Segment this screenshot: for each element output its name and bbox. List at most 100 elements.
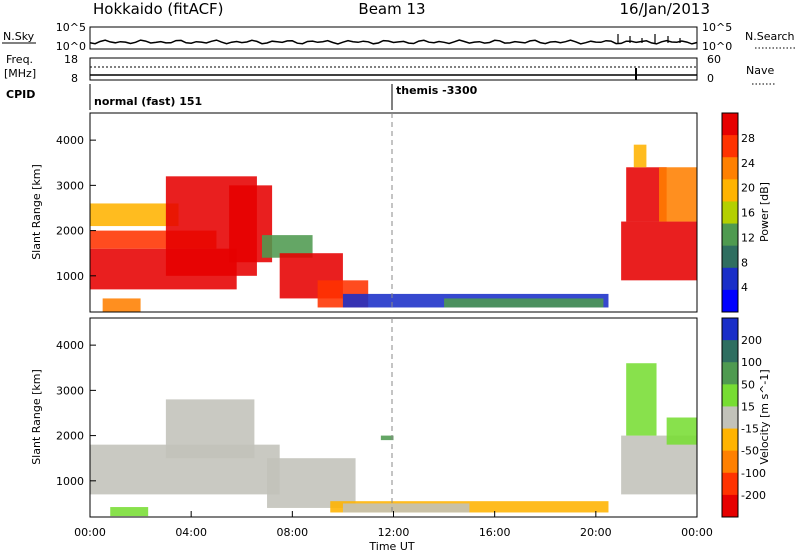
power-colorbar-swatch-2 <box>722 157 738 180</box>
velocity-region-2 <box>267 458 356 508</box>
power-yticks: 1000 2000 3000 4000 <box>56 134 96 283</box>
time-tick-label-3: 12:00 <box>378 526 410 539</box>
power-colorbar-swatch-7 <box>722 267 738 291</box>
velocity-colorbar-swatch-8 <box>722 494 738 518</box>
nsearch-tick-bottom: 10^0 <box>702 40 732 53</box>
time-tick-label-6: 00:00 <box>681 526 713 539</box>
nsky-tick-bottom: 10^0 <box>56 40 86 53</box>
power-colorbar-tick-6: 4 <box>741 281 748 294</box>
velocity-colorbar-tick-7: -200 <box>741 489 766 502</box>
nsky-trace <box>89 34 698 45</box>
velocity-colorbar-swatch-4 <box>722 406 738 430</box>
velocity-colorbar-tick-6: -100 <box>741 467 766 480</box>
time-axis-label: Time UT <box>368 540 414 553</box>
velocity-ylabel: Slant Range [km] <box>30 369 43 465</box>
velocity-panel: 1000 2000 3000 4000 Slant Range [km] <box>30 317 698 518</box>
nave-tick-top: 60 <box>707 53 721 66</box>
power-colorbar-tick-4: 12 <box>741 231 755 244</box>
nave-label: Nave <box>746 64 774 77</box>
velocity-colorbar-tick-0: 200 <box>741 334 762 347</box>
velocity-region-1 <box>165 399 255 459</box>
time-tick-label-4: 16:00 <box>479 526 511 539</box>
velocity-colorbar-tick-4: -15 <box>741 423 759 436</box>
nsky-panel <box>89 26 698 50</box>
velocity-yticks: 1000 2000 3000 4000 <box>56 339 96 488</box>
station-title: Hokkaido (fitACF) <box>93 0 224 18</box>
power-colorbar-frame <box>721 112 739 313</box>
power-colorbar-swatch-4 <box>722 201 738 225</box>
power-colorbar-tick-2: 20 <box>741 182 755 195</box>
velocity-colorbar-tick-1: 100 <box>741 356 762 369</box>
power-colorbar-swatch-3 <box>722 179 738 202</box>
power-colorbar-swatch-0 <box>722 113 738 136</box>
power-ylabel: Slant Range [km] <box>30 164 43 260</box>
power-colorbar-tick-0: 28 <box>741 132 755 145</box>
freq-unit: [MHz] <box>4 67 36 80</box>
time-axis: 00:00 04:00 08:00 12:00 16:00 20:00 00:00 <box>74 511 713 539</box>
power-ytick-label-3: 4000 <box>56 134 84 147</box>
velocity-ytick-label-0: 1000 <box>56 475 84 488</box>
velocity-colorbar-tick-2: 50 <box>741 378 755 391</box>
cpid-segment-2: themis -3300 <box>396 84 478 97</box>
power-frame <box>89 112 698 313</box>
power-region-5 <box>261 235 313 258</box>
time-tick-label-0: 00:00 <box>74 526 106 539</box>
velocity-colorbar-swatch-0 <box>722 318 738 341</box>
velocity-region-4 <box>342 503 470 513</box>
power-colorbar-swatch-6 <box>722 245 738 269</box>
velocity-region-7 <box>621 435 697 495</box>
power-region-11 <box>621 221 697 281</box>
time-tick-label-1: 04:00 <box>175 526 207 539</box>
power-colorbar: 28 24 20 16 12 8 4 <box>721 112 755 313</box>
power-ytick-label-0: 1000 <box>56 270 84 283</box>
velocity-ytick-label-3: 4000 <box>56 339 84 352</box>
power-colorbar-label: Power [dB] <box>758 182 771 242</box>
nsky-label: N.Sky <box>3 30 35 43</box>
time-tick-label-2: 08:00 <box>276 526 308 539</box>
power-region-10 <box>102 298 141 312</box>
power-colorbar-swatch-8 <box>722 289 738 313</box>
power-region-2 <box>90 203 179 227</box>
velocity-colorbar-swatch-6 <box>722 450 738 474</box>
velocity-colorbar-swatch-1 <box>722 340 738 363</box>
cpid-label: CPID <box>6 88 35 101</box>
velocity-colorbar-swatch-2 <box>722 362 738 385</box>
velocity-colorbar-label: Velocity [m s^-1] <box>758 369 771 464</box>
nsky-tick-top: 10^5 <box>56 21 86 34</box>
freq-tick-bottom: 8 <box>71 72 78 85</box>
velocity-colorbar-swatch-5 <box>722 428 738 452</box>
velocity-colorbar: 200 100 50 15 -15 -50 -100 -200 <box>721 317 766 518</box>
freq-panel <box>89 57 698 81</box>
date-title: 16/Jan/2013 <box>620 0 711 18</box>
velocity-ytick-label-2: 3000 <box>56 384 84 397</box>
velocity-colorbar-swatch-7 <box>722 472 738 496</box>
power-colorbar-tick-1: 24 <box>741 157 755 170</box>
velocity-region-8 <box>626 363 657 436</box>
velocity-region-9 <box>666 417 697 445</box>
power-region-9 <box>444 298 604 308</box>
power-colorbar-tick-3: 16 <box>741 207 755 220</box>
time-tick-label-5: 20:00 <box>580 526 612 539</box>
power-ytick-label-1: 2000 <box>56 225 84 238</box>
velocity-ytick-label-1: 2000 <box>56 430 84 443</box>
nsky-line <box>89 39 698 45</box>
power-colorbar-swatch-5 <box>722 223 738 247</box>
nsearch-tick-top: 10^5 <box>702 21 732 34</box>
power-data <box>90 144 697 312</box>
power-region-13 <box>659 167 697 222</box>
beam-title: Beam 13 <box>358 0 425 18</box>
cpid-segment-1: normal (fast) 151 <box>94 95 202 108</box>
power-region-14 <box>633 144 647 168</box>
freq-tick-top: 18 <box>64 53 78 66</box>
freq-label: Freq. <box>6 53 33 66</box>
power-colorbar-swatch-1 <box>722 135 738 158</box>
velocity-colorbar-tick-3: 15 <box>741 400 755 413</box>
nsearch-label: N.Search <box>745 30 795 43</box>
power-colorbar-tick-5: 8 <box>741 256 748 269</box>
velocity-region-5 <box>110 507 149 517</box>
velocity-colorbar-frame <box>721 317 739 518</box>
power-ytick-label-2: 3000 <box>56 179 84 192</box>
velocity-colorbar-swatch-3 <box>722 384 738 407</box>
velocity-colorbar-tick-5: -50 <box>741 445 759 458</box>
power-panel: 1000 2000 3000 4000 Slant Range [km] <box>30 112 698 313</box>
